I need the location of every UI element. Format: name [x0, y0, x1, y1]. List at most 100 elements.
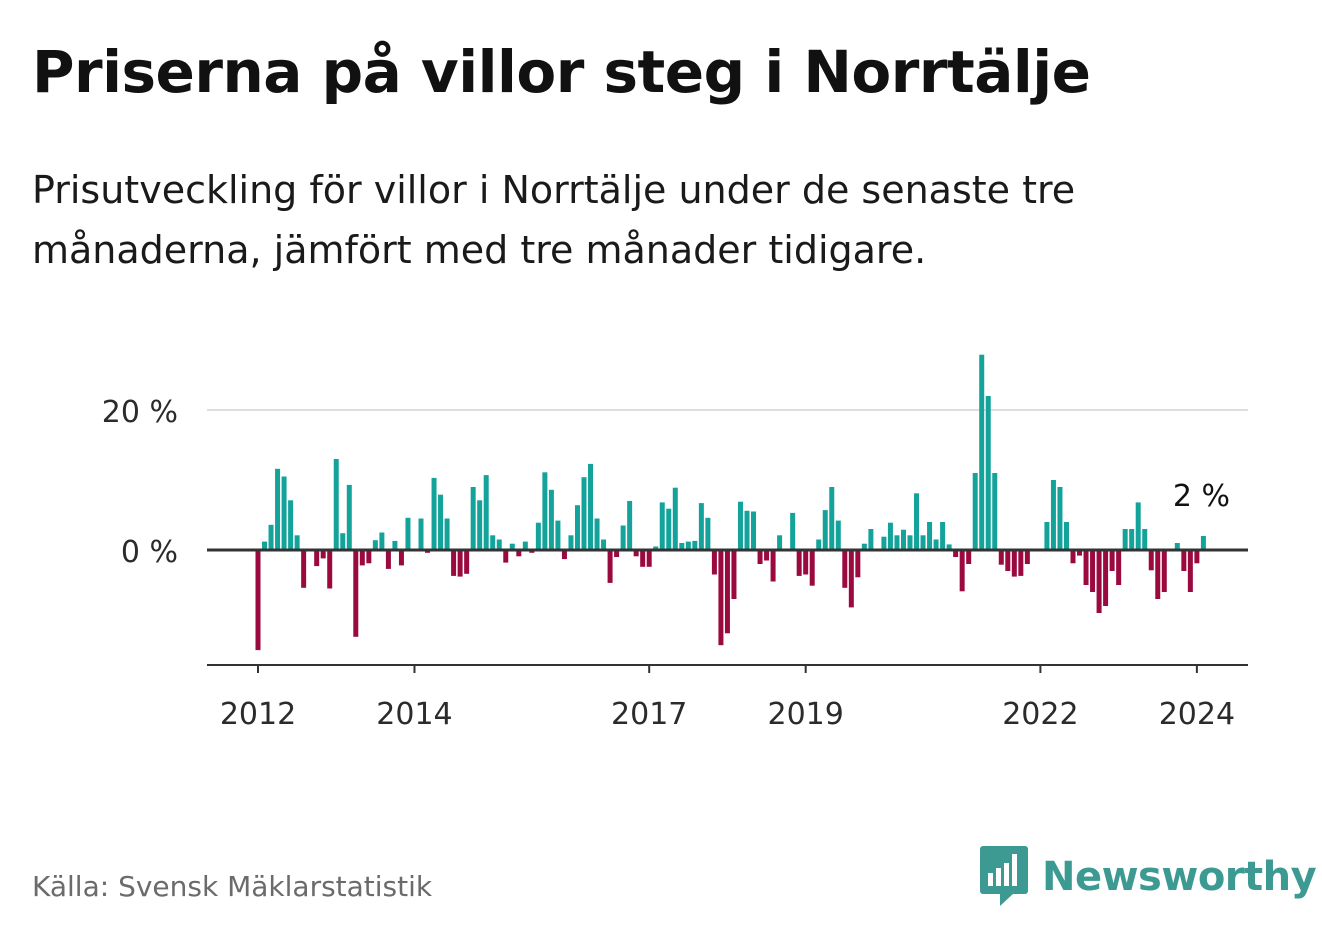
- bar: [809, 550, 815, 586]
- bar: [438, 494, 444, 550]
- bar: [640, 550, 646, 567]
- bar: [262, 541, 268, 550]
- newsworthy-logo: Newsworthy: [980, 846, 1317, 908]
- bar: [685, 541, 691, 550]
- bar: [998, 550, 1004, 565]
- bar: [1077, 550, 1083, 556]
- bar: [522, 541, 528, 550]
- bar: [1070, 550, 1076, 564]
- bar: [1090, 550, 1096, 592]
- bar: [1011, 550, 1017, 577]
- chart-title: Priserna på villor steg i Norrtälje: [32, 38, 1091, 106]
- bar: [1018, 550, 1024, 576]
- bar: [646, 550, 652, 567]
- bar: [1129, 529, 1135, 550]
- bar: [516, 550, 522, 557]
- bar: [620, 525, 626, 550]
- bar: [959, 550, 965, 592]
- bar: [477, 500, 483, 550]
- bar: [1155, 550, 1161, 599]
- bar: [1024, 550, 1030, 564]
- x-tick-label: 2017: [611, 697, 687, 732]
- bar: [548, 489, 554, 550]
- bar: [509, 543, 515, 550]
- bar: [483, 475, 489, 550]
- bar: [848, 550, 854, 608]
- bar: [927, 522, 933, 550]
- y-tick-label: 20 %: [102, 395, 178, 430]
- newsworthy-logo-icon: [980, 846, 1028, 906]
- bar: [418, 518, 424, 550]
- bar: [842, 550, 848, 588]
- bar: [1161, 550, 1167, 592]
- bar: [718, 550, 724, 646]
- bar: [275, 468, 281, 550]
- bar: [1135, 502, 1141, 550]
- x-tick-label: 2012: [220, 697, 296, 732]
- bar: [796, 550, 802, 576]
- bar: [346, 484, 352, 550]
- bar: [542, 472, 548, 550]
- bar: [457, 550, 463, 577]
- bar: [972, 473, 978, 550]
- bar: [555, 520, 561, 550]
- bar: [301, 550, 307, 588]
- x-tick-label: 2014: [376, 697, 452, 732]
- bar: [966, 550, 972, 564]
- x-tick-label: 2019: [768, 697, 844, 732]
- bar: [1200, 536, 1206, 550]
- bar: [724, 550, 730, 634]
- bar: [340, 533, 346, 550]
- axes: [207, 548, 1248, 673]
- bar: [366, 550, 372, 564]
- bar: [731, 550, 737, 599]
- bar: [887, 522, 893, 550]
- bar: [855, 550, 861, 578]
- bar: [881, 536, 887, 550]
- bar: [940, 522, 946, 550]
- latest-value-label: 2 %: [1173, 479, 1230, 514]
- bar: [464, 550, 470, 574]
- bar: [503, 550, 509, 563]
- bar: [666, 508, 672, 550]
- bar: [568, 535, 574, 550]
- bar: [327, 550, 333, 589]
- bar: [751, 511, 757, 550]
- bar: [835, 520, 841, 550]
- bar: [907, 535, 913, 550]
- bar: [711, 550, 717, 575]
- bar: [281, 476, 287, 550]
- bar: [914, 493, 920, 550]
- bar: [757, 550, 763, 564]
- bar: [816, 539, 822, 550]
- bar: [594, 518, 600, 550]
- bar: [672, 487, 678, 550]
- x-tick-label: 2024: [1159, 697, 1235, 732]
- bar: [288, 500, 294, 550]
- bar: [333, 459, 339, 550]
- bar: [979, 354, 985, 550]
- bar: [679, 543, 685, 550]
- bar: [920, 535, 926, 550]
- bar: [894, 535, 900, 550]
- bar: [574, 505, 580, 550]
- bar: [431, 477, 437, 550]
- bar: [770, 550, 776, 582]
- bars: [255, 354, 1206, 651]
- bar: [1044, 522, 1050, 550]
- bar: [359, 550, 365, 566]
- bar: [607, 550, 613, 583]
- bar: [372, 540, 378, 550]
- bar: [1083, 550, 1089, 585]
- bar: [353, 550, 359, 637]
- bar: [1109, 550, 1115, 571]
- bar: [1050, 480, 1056, 550]
- bar: [601, 539, 607, 550]
- bar: [320, 550, 326, 559]
- bar: [385, 550, 391, 569]
- bar: [535, 522, 541, 550]
- bar: [698, 503, 704, 550]
- chart-subtitle: Prisutveckling för villor i Norrtälje un…: [32, 168, 1076, 272]
- source-note: Källa: Svensk Mäklarstatistik: [32, 870, 433, 903]
